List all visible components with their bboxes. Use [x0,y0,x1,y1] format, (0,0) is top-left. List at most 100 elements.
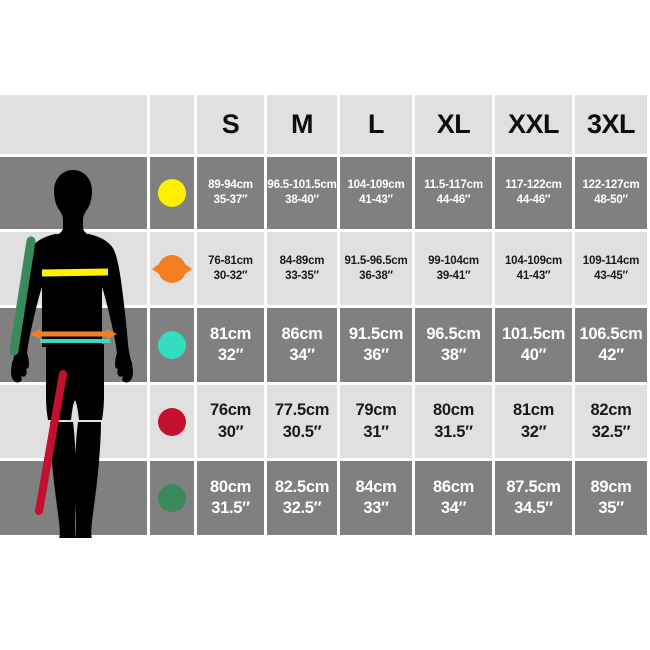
header-spacer-cell [150,95,194,154]
measure-inch: 31.5″ [434,422,473,441]
table-cell: 79cm 31″ [340,385,412,458]
measure-cm: 87.5cm [506,477,561,496]
table-cell: 96.5-101.5cm 38-40″ [267,157,337,229]
table-cell: 81cm 32″ [197,308,264,382]
sleeve-marker-cell [150,461,194,535]
measure-inch: 34″ [440,499,467,517]
table-cell: 86cm 34″ [267,308,337,382]
measure-inch: 30″ [217,422,244,441]
hip-marker-cell [150,308,194,382]
measure-inch: 39-41″ [436,269,471,282]
figure-column-cell [0,461,147,535]
measure-cm: 82.5cm [274,477,330,496]
measure-inch: 32.5″ [282,499,322,517]
measure-inch: 31″ [363,422,389,441]
table-cell: 76-81cm 30-32″ [197,232,264,305]
measure-inch: 38″ [440,346,467,364]
header-size-M: M [267,95,337,154]
measure-cm: 77.5cm [274,401,330,420]
measure-inch: 41-43″ [359,194,393,206]
table-cell: 84cm 33″ [340,461,412,535]
table-cell: 101.5cm 40″ [495,308,572,382]
hip-marker [158,331,186,359]
measure-inch: 32.5″ [591,422,631,441]
table-cell: 99-104cm 39-41″ [415,232,492,305]
table-cell: 89-94cm 35-37″ [197,157,264,229]
measure-cm: 122-127cm [582,179,640,192]
header-size-XL: XL [415,95,492,154]
measure-inch: 48-50″ [594,194,628,206]
measure-cm: 80cm [432,401,474,420]
measure-cm: 101.5cm [501,324,566,343]
measure-cm: 89cm [590,477,632,496]
waist-marker-cell [150,232,194,305]
measure-cm: 79cm [355,401,397,420]
table-cell: 104-109cm 41-43″ [340,157,412,229]
measure-cm: 104-109cm [347,179,405,192]
table-cell: 117-122cm 44-46″ [495,157,572,229]
table-cell: 87.5cm 34.5″ [495,461,572,535]
header-size-XXL: XXL [495,95,572,154]
chest-marker-cell [150,157,194,229]
table-cell: 80cm 31.5″ [197,461,264,535]
table-cell: 109-114cm 43-45″ [575,232,647,305]
table-cell: 82.5cm 32.5″ [267,461,337,535]
sleeve-marker [158,484,186,512]
inseam-marker-cell [150,385,194,458]
table-cell: 81cm 32″ [495,385,572,458]
table-cell: 122-127cm 48-50″ [575,157,647,229]
measure-cm: 96.5cm [426,324,481,343]
measure-cm: 109-114cm [582,254,640,267]
figure-column-cell [0,157,147,229]
waist-marker [152,254,192,283]
table-cell: 91.5cm 36″ [340,308,412,382]
table-cell: 89cm 35″ [575,461,647,535]
measure-cm: 76-81cm [208,254,253,267]
measure-inch: 33-35″ [285,269,319,282]
measure-inch: 34″ [289,346,315,364]
measure-inch: 30.5″ [282,422,322,441]
measure-inch: 44-46″ [436,194,471,206]
measure-inch: 33″ [363,499,389,517]
table-cell: 82cm 32.5″ [575,385,647,458]
header-spacer-cell [0,95,147,154]
measure-inch: 42″ [598,346,624,364]
inseam-marker [158,407,186,436]
measure-cm: 89-94cm [208,179,253,192]
header-size-L: L [340,95,412,154]
figure-column-cell [0,232,147,305]
measure-inch: 44-46″ [516,194,551,206]
measure-cm: 91.5-96.5cm [344,254,408,267]
measure-cm: 86cm [432,477,474,496]
measure-cm: 82cm [590,401,632,420]
measure-inch: 36″ [363,346,389,364]
measure-inch: 38-40″ [285,194,319,206]
table-cell: 106.5cm 42″ [575,308,647,382]
figure-column-cell [0,385,147,458]
measure-inch: 35-37″ [213,194,248,206]
chest-marker [158,179,186,207]
measure-cm: 91.5cm [348,324,404,343]
table-cell: 86cm 34″ [415,461,492,535]
table-cell: 96.5cm 38″ [415,308,492,382]
measure-inch: 30-32″ [213,269,248,282]
measure-inch: 32″ [217,346,244,364]
header-size-S: S [197,95,264,154]
measure-cm: 86cm [281,324,323,343]
measure-cm: 76cm [209,401,251,420]
measure-cm: 84-89cm [279,254,325,267]
measure-cm: 96.5-101.5cm [267,179,337,192]
measure-inch: 41-43″ [516,269,551,282]
table-cell: 91.5-96.5cm 36-38″ [340,232,412,305]
measure-cm: 11.5-117cm [424,179,483,192]
table-cell: 104-109cm 41-43″ [495,232,572,305]
table-cell: 77.5cm 30.5″ [267,385,337,458]
measure-cm: 81cm [209,324,251,343]
measure-cm: 117-122cm [505,179,562,192]
table-cell: 76cm 30″ [197,385,264,458]
table-cell: 84-89cm 33-35″ [267,232,337,305]
measure-cm: 106.5cm [579,324,643,343]
size-chart-grid: S M L XL XXL 3XL 89-94cm 35-37″ 96.5-101.5cm 38-4… [0,95,650,538]
figure-column-cell [0,308,147,382]
